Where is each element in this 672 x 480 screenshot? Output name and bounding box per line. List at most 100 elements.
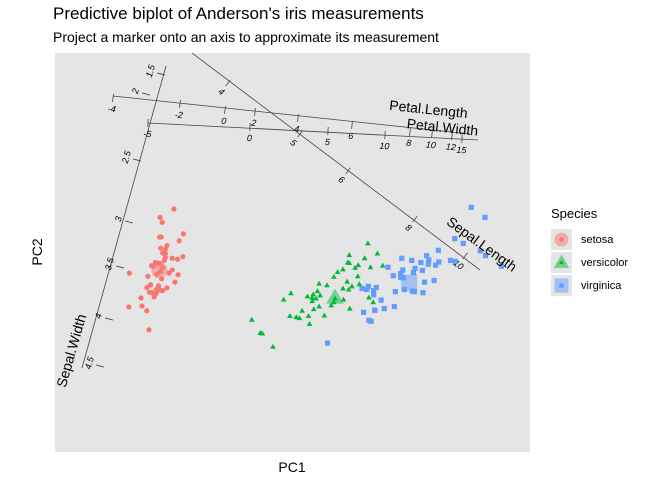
legend-key-dot-virginica	[559, 283, 564, 288]
virginica-point	[420, 290, 426, 296]
versicolor-point	[349, 283, 355, 289]
virginica-point	[409, 257, 415, 263]
virginica-point	[468, 204, 474, 210]
virginica-point	[452, 258, 458, 265]
setosa-point	[156, 234, 163, 240]
biplot-tick-label: 6	[348, 131, 354, 141]
setosa-point	[171, 206, 177, 212]
legend-label-versicolor: versicolor	[581, 257, 628, 269]
setosa-point	[153, 290, 159, 296]
virginica-point	[371, 288, 377, 294]
legend-label-virginica: virginica	[581, 280, 622, 292]
setosa-point	[169, 267, 175, 273]
virginica-point	[477, 248, 483, 254]
biplot-tick-label: 8	[406, 138, 412, 148]
virginica-point	[460, 240, 466, 247]
versicolor-point	[288, 290, 294, 296]
biplot-tick-mark	[96, 364, 104, 368]
biplot-tick-label: 4	[93, 312, 104, 320]
virginica-point	[400, 267, 406, 273]
biplot-tick-mark	[297, 113, 299, 123]
biplot-tick-label: 0	[247, 133, 253, 143]
virginica-point	[399, 255, 405, 261]
biplot-tick-label: 1.5	[144, 63, 157, 79]
virginica-point	[436, 259, 442, 265]
biplot-tick-mark	[297, 130, 303, 138]
biplot-tick-mark	[345, 167, 351, 175]
versicolor-point	[328, 302, 335, 308]
chart-subtitle: Project a marker onto an axis to approxi…	[53, 29, 439, 45]
group-means	[151, 262, 418, 304]
virginica-point	[410, 269, 417, 276]
setosa-point	[161, 257, 167, 263]
virginica-point	[385, 264, 391, 270]
virginica-point	[421, 279, 428, 285]
versicolor-point	[344, 259, 351, 265]
biplot-tick-label: 4	[216, 86, 226, 97]
versicolor-point	[367, 264, 374, 270]
versicolor-point	[313, 295, 319, 301]
setosa-point	[147, 282, 154, 288]
versicolor-point	[356, 281, 363, 287]
versicolor-point	[340, 285, 346, 291]
versicolor-point	[314, 288, 321, 294]
setosa-point	[144, 284, 150, 291]
biplot-tick-label: 2.5	[120, 149, 134, 166]
biplot-tick-mark	[133, 158, 141, 162]
versicolor-point	[305, 313, 312, 319]
versicolor-point	[304, 293, 311, 299]
virginica-point	[435, 247, 441, 253]
versicolor-point	[280, 296, 287, 302]
biplot-tick-label: 5	[288, 137, 299, 149]
biplot-tick-label: 2	[250, 118, 257, 129]
biplot-tick-label: -5	[143, 129, 152, 139]
biplot-tick-mark	[254, 107, 256, 117]
x-axis-title: PC1	[278, 459, 305, 475]
versicolor-point	[293, 314, 300, 320]
biplot-tick-label: 10	[425, 139, 436, 150]
setosa-point	[176, 238, 182, 244]
biplot-tick-mark	[412, 215, 418, 223]
setosa-point	[138, 295, 144, 301]
setosa-point	[126, 304, 132, 310]
versicolor-point	[334, 269, 341, 275]
setosa-point	[180, 254, 186, 260]
virginica-point	[447, 257, 454, 263]
versicolor-point	[370, 299, 376, 305]
biplot-tick-label: 12	[445, 141, 456, 152]
setosa-point	[180, 231, 186, 237]
versicolor-point	[310, 306, 317, 312]
versicolor-point	[340, 296, 347, 302]
virginica-point	[373, 284, 379, 291]
biplot-tick-mark	[409, 127, 411, 137]
biplot-axis-name: Petal.Width	[406, 115, 479, 138]
versicolor-point	[259, 330, 266, 336]
setosa-point	[155, 283, 162, 289]
virginica-point	[391, 303, 397, 310]
versicolor-point	[355, 262, 362, 268]
versicolor-point	[340, 266, 346, 272]
versicolor-point	[317, 292, 323, 298]
virginica-point	[425, 261, 431, 267]
virginica-point	[359, 285, 365, 292]
biplot-tick-label: 10	[379, 141, 390, 152]
versicolor-point	[316, 280, 322, 286]
setosa-point	[159, 219, 165, 225]
biplot-tick-mark	[157, 72, 165, 76]
legend-key-dot-versicolor	[559, 259, 564, 265]
biplot-tick-mark	[224, 105, 226, 115]
setosa-point	[174, 256, 181, 262]
biplot-tick-label: 4	[294, 124, 300, 134]
setosa-point	[146, 289, 153, 295]
virginica-point	[366, 317, 372, 323]
biplot-tick-label: 3.5	[103, 256, 116, 272]
virginica-point	[390, 273, 396, 279]
virginica-point	[324, 340, 331, 346]
setosa-point	[158, 245, 164, 251]
biplot-axis-line	[112, 95, 471, 135]
biplot-axis-line	[81, 65, 167, 369]
setosa-point	[144, 308, 150, 314]
virginica-point	[412, 265, 418, 271]
